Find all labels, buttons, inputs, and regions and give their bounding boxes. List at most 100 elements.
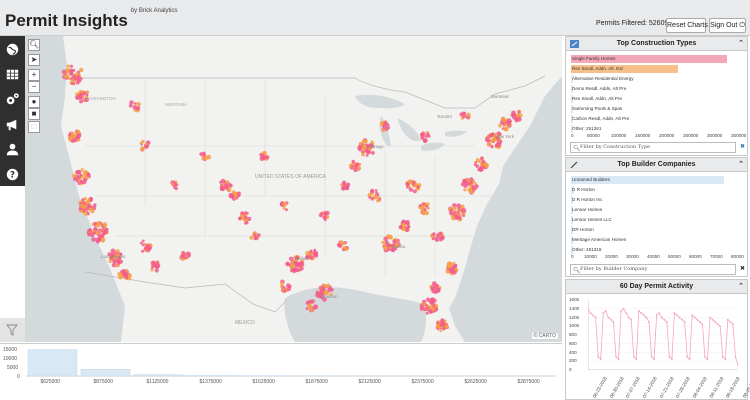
permit-dot (289, 262, 295, 268)
activity-plot[interactable] (588, 300, 738, 370)
collapse-chevron-icon[interactable]: ⌃ (738, 40, 744, 47)
hist-bar[interactable] (27, 349, 78, 377)
activity-x-tick: 07-28-2018 (675, 376, 692, 399)
permit-dot (65, 69, 69, 72)
zoom-out-button[interactable]: − (28, 81, 40, 93)
row-item[interactable]: Lennar Homes LLC (571, 216, 739, 224)
globe-icon[interactable] (3, 40, 22, 59)
row-item[interactable]: Other: 451319 (571, 246, 739, 254)
collapse-chevron-icon[interactable]: ⌃ (738, 161, 744, 168)
row-bar (571, 125, 573, 133)
permit-dot (383, 245, 388, 251)
row-item[interactable]: Unnamed Builders (571, 176, 739, 184)
row-label: Swimming Pools & Spas (572, 106, 623, 111)
hist-plot[interactable] (26, 347, 556, 377)
activity-point (665, 321, 668, 323)
x-tick: 0 (571, 254, 574, 259)
permit-dot (475, 158, 480, 163)
settings-icon[interactable] (3, 90, 22, 109)
value-histogram[interactable]: 15000 10000 5000 0 $625000 $875000 $112500… (0, 343, 562, 400)
pencil-icon[interactable] (570, 161, 579, 169)
map-locate-button[interactable]: ➤ (28, 54, 40, 66)
permit-dot (368, 146, 373, 151)
permit-dot (125, 276, 129, 280)
permit-dot (79, 67, 84, 73)
map-attribution[interactable]: © CARTO (531, 333, 558, 339)
permit-dot (435, 325, 440, 329)
collapse-chevron-icon[interactable]: ⌃ (738, 283, 744, 290)
permit-dot (370, 140, 374, 144)
table-icon[interactable] (3, 65, 22, 84)
permit-dot (87, 198, 91, 202)
activity-x-tick: 07-21-2018 (658, 376, 675, 399)
user-icon[interactable] (3, 140, 22, 159)
row-item[interactable]: Res Small, Addn. Alt. Ext (571, 65, 739, 73)
map-search-button[interactable]: 🔍︎ (28, 39, 40, 51)
activity-x-tick: 08-04-2018 (691, 376, 708, 399)
permit-dot (319, 290, 323, 294)
megaphone-icon[interactable] (3, 115, 22, 134)
clear-drawing-button[interactable]: □ (28, 121, 40, 133)
permit-dot (150, 268, 154, 272)
hist-bar[interactable] (80, 369, 131, 377)
construction-types-header: Top Construction Types ⌃ (566, 37, 747, 51)
hist-x-tick: $875000 (93, 379, 113, 385)
permit-dot (402, 227, 407, 232)
hist-x-tick: $625000 (40, 379, 60, 385)
permit-dot (408, 187, 413, 192)
sign-out-button[interactable]: Sign Out ⏻ (709, 18, 746, 33)
permit-dot (91, 223, 95, 226)
permit-dot (285, 283, 291, 288)
permit-dot (79, 173, 83, 177)
activity-title: 60 Day Permit Activity (619, 283, 694, 290)
row-item[interactable]: D R Horton (571, 186, 739, 194)
filter-icon[interactable] (6, 324, 18, 336)
permit-dot (76, 129, 80, 134)
hist-bar[interactable] (186, 375, 237, 377)
row-item[interactable]: Other: 251261 (571, 125, 739, 133)
row-item[interactable]: DR Horton (571, 226, 739, 234)
permit-dot (128, 104, 133, 108)
construction-type-filter-input[interactable]: 🔍︎ Filter by Construction Type (570, 142, 736, 153)
draw-rectangle-button[interactable]: ■ (28, 108, 40, 120)
permit-dot (117, 271, 122, 277)
row-item[interactable]: Meritage American Homes (571, 236, 739, 244)
permit-dot (154, 268, 159, 273)
row-item[interactable]: Res Small, Addn, Alt Pre (571, 95, 739, 103)
permit-dot (252, 233, 256, 237)
permit-dot (293, 268, 297, 271)
permit-dot (454, 215, 459, 220)
row-bar (571, 55, 727, 63)
draw-point-button[interactable]: ● (28, 96, 40, 108)
chart-toggle-icon[interactable] (570, 40, 579, 48)
map-canvas[interactable]: UNITED STATES OF AMERICA WASHINGTON MONT… (25, 36, 562, 342)
row-item[interactable]: Alternative Residential Energy (571, 75, 739, 83)
permit-dot (367, 192, 373, 198)
permit-dot (430, 306, 434, 310)
permit-dot (96, 222, 101, 228)
permit-dot (143, 242, 146, 246)
hist-x-tick: $1875000 (305, 379, 328, 385)
activity-point (716, 323, 719, 325)
row-item[interactable]: Lennar Homes (571, 206, 739, 214)
permit-dot (502, 118, 507, 123)
permit-dot (135, 105, 141, 111)
map-view[interactable]: UNITED STATES OF AMERICA WASHINGTON MONT… (25, 36, 562, 342)
x-tick: 30000 (626, 254, 639, 259)
help-icon[interactable]: ? (3, 165, 22, 184)
reset-charts-button[interactable]: Reset Charts (666, 18, 708, 33)
builder-filter-input[interactable]: 🔍︎ Filter by Builder Company (570, 264, 736, 275)
permit-dot (149, 243, 152, 247)
permit-dot (323, 290, 328, 296)
row-item[interactable]: Single Family Homes (571, 55, 739, 63)
permit-dot (373, 194, 378, 199)
map-label-toronto: Toronto (437, 114, 453, 119)
clear-construction-filter-button[interactable]: ✖ (739, 144, 746, 150)
row-item[interactable]: Swimming Pools & Spas (571, 105, 739, 113)
hist-bar[interactable] (133, 374, 184, 377)
zoom-in-button[interactable]: + (28, 69, 40, 81)
row-item[interactable]: D R Horton Inc (571, 196, 739, 204)
clear-builder-filter-button[interactable]: ✖ (739, 266, 746, 272)
row-item[interactable]: Carbon Resdl, Addn, Alt Pre (571, 115, 739, 123)
row-item[interactable]: Demo Resdl, Addn, Alt Pre (571, 85, 739, 93)
